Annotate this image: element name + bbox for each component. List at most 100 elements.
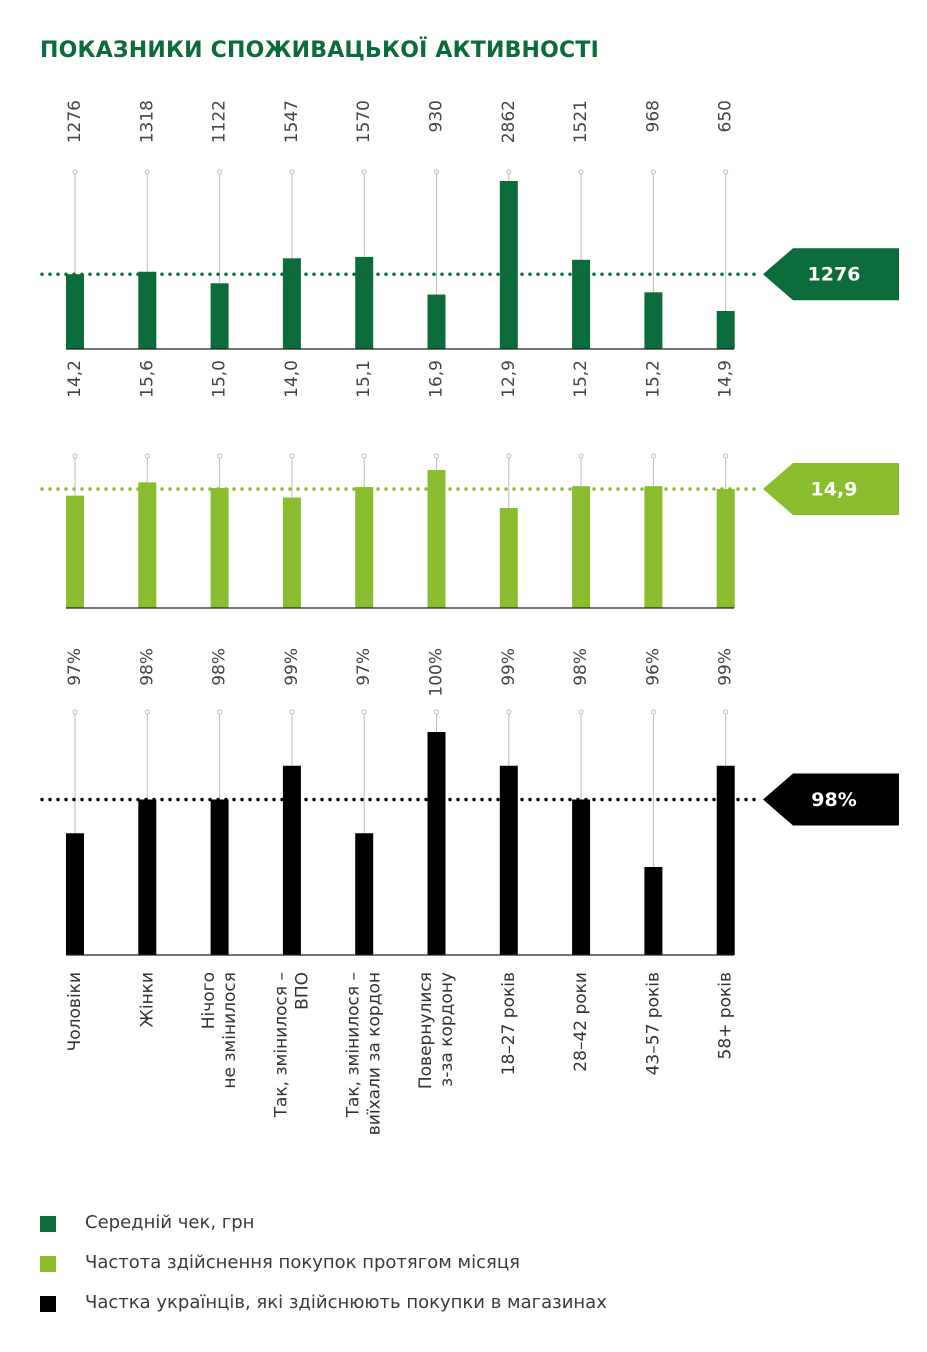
bar (210, 283, 229, 349)
pin-dot (506, 169, 512, 175)
reference-value: 1276 (808, 264, 861, 286)
pin-dot (144, 453, 150, 459)
bar (427, 732, 446, 955)
value-label: 1122 (210, 100, 230, 143)
bar (66, 274, 84, 349)
bar (499, 181, 518, 349)
value-label: 99% (716, 648, 736, 686)
category-label: 58+ років (716, 972, 736, 1059)
bar (499, 765, 518, 955)
legend-label: Середній чек, грн (85, 1212, 255, 1233)
value-label: 15,6 (137, 360, 157, 398)
value-label: 99% (499, 648, 519, 686)
category-label: Жінки (137, 972, 157, 1027)
pin-dot (723, 709, 729, 715)
value-label: 12,9 (499, 360, 519, 398)
bar (644, 292, 663, 349)
pin-dot (289, 709, 295, 715)
bar (572, 486, 591, 608)
pin-dot (289, 169, 295, 175)
legend-swatch (40, 1216, 56, 1232)
value-label: 14,0 (282, 360, 302, 398)
pin-dot (361, 709, 367, 715)
value-label: 97% (65, 648, 85, 686)
legend-label: Частота здійснення покупок протягом міся… (85, 1252, 520, 1273)
bar (427, 470, 446, 608)
bar (355, 256, 374, 349)
reference-callout (763, 463, 899, 515)
pin-dot (144, 709, 150, 715)
bar (138, 271, 157, 349)
bar (716, 489, 735, 608)
category-label: Так, змінилося – (271, 972, 291, 1118)
reference-callout (763, 773, 899, 826)
value-label: 98% (137, 648, 157, 686)
pin-dot (434, 453, 439, 459)
bar (210, 488, 229, 608)
legend-item: Частота здійснення покупок протягом міся… (40, 1252, 740, 1276)
value-label: 968 (643, 100, 663, 132)
bar (66, 495, 84, 608)
bar (138, 482, 157, 608)
value-label: 2862 (499, 100, 519, 143)
category-label: Нічого (199, 972, 219, 1029)
category-label: Так, змінилося – (344, 972, 364, 1118)
bar (282, 258, 301, 349)
category-label: Повернулися (416, 972, 436, 1089)
pin-dot (578, 453, 584, 459)
category-label: виїхали за кордон (365, 972, 385, 1135)
value-label: 15,0 (210, 360, 230, 398)
legend-swatch (40, 1296, 56, 1312)
legend-item: Середній чек, грн (40, 1212, 740, 1236)
value-label: 14,9 (716, 360, 736, 398)
pin-dot (72, 709, 78, 715)
value-label: 930 (427, 100, 447, 132)
legend-item: Частка українців, які здійснюють покупки… (40, 1292, 740, 1316)
chart-title: ПОКАЗНИКИ СПОЖИВАЦЬКОЇ АКТИВНОСТІ (40, 38, 599, 63)
value-label: 16,9 (427, 360, 447, 398)
pin-dot (578, 169, 584, 175)
bar (499, 508, 518, 608)
pin-dot (650, 709, 656, 715)
pin-dot (578, 709, 584, 715)
bar (572, 799, 591, 955)
category-label: з-за кордону (437, 972, 457, 1087)
pin-dot (217, 709, 223, 715)
category-label: Чоловіки (65, 972, 85, 1051)
value-label: 1276 (65, 100, 85, 143)
pin-dot (723, 169, 729, 175)
pin-dot (650, 169, 656, 175)
pin-dot (361, 453, 367, 459)
value-label: 15,2 (571, 360, 591, 398)
pin-dot (434, 709, 439, 715)
bar (716, 765, 735, 955)
value-label: 650 (716, 100, 736, 132)
bar (66, 833, 84, 955)
bar (355, 487, 374, 608)
reference-value: 98% (811, 789, 856, 811)
bar (282, 497, 301, 608)
value-label: 97% (354, 648, 374, 686)
bar (644, 486, 663, 608)
pin-dot (650, 453, 656, 459)
legend-label: Частка українців, які здійснюють покупки… (85, 1292, 607, 1313)
value-label: 96% (643, 648, 663, 686)
value-label: 98% (571, 648, 591, 686)
value-label: 1570 (354, 100, 374, 143)
bar (572, 259, 591, 349)
legend-swatch (40, 1256, 56, 1272)
value-label: 100% (427, 648, 447, 697)
chart: 1276 1318 1122 1547 1570 930 2862 1521 968 650 127… (40, 100, 899, 1135)
value-label: 99% (282, 648, 302, 686)
category-label: не змінилося (220, 972, 240, 1089)
pin-dot (72, 169, 78, 175)
pin-dot (361, 169, 367, 175)
bar (427, 294, 446, 349)
reference-callout (763, 248, 899, 301)
value-label: 1318 (137, 100, 157, 143)
value-label: 15,2 (643, 360, 663, 398)
bar (138, 799, 157, 955)
value-label: 1547 (282, 100, 302, 143)
category-label: ВПО (292, 972, 312, 1010)
pin-dot (72, 453, 78, 459)
